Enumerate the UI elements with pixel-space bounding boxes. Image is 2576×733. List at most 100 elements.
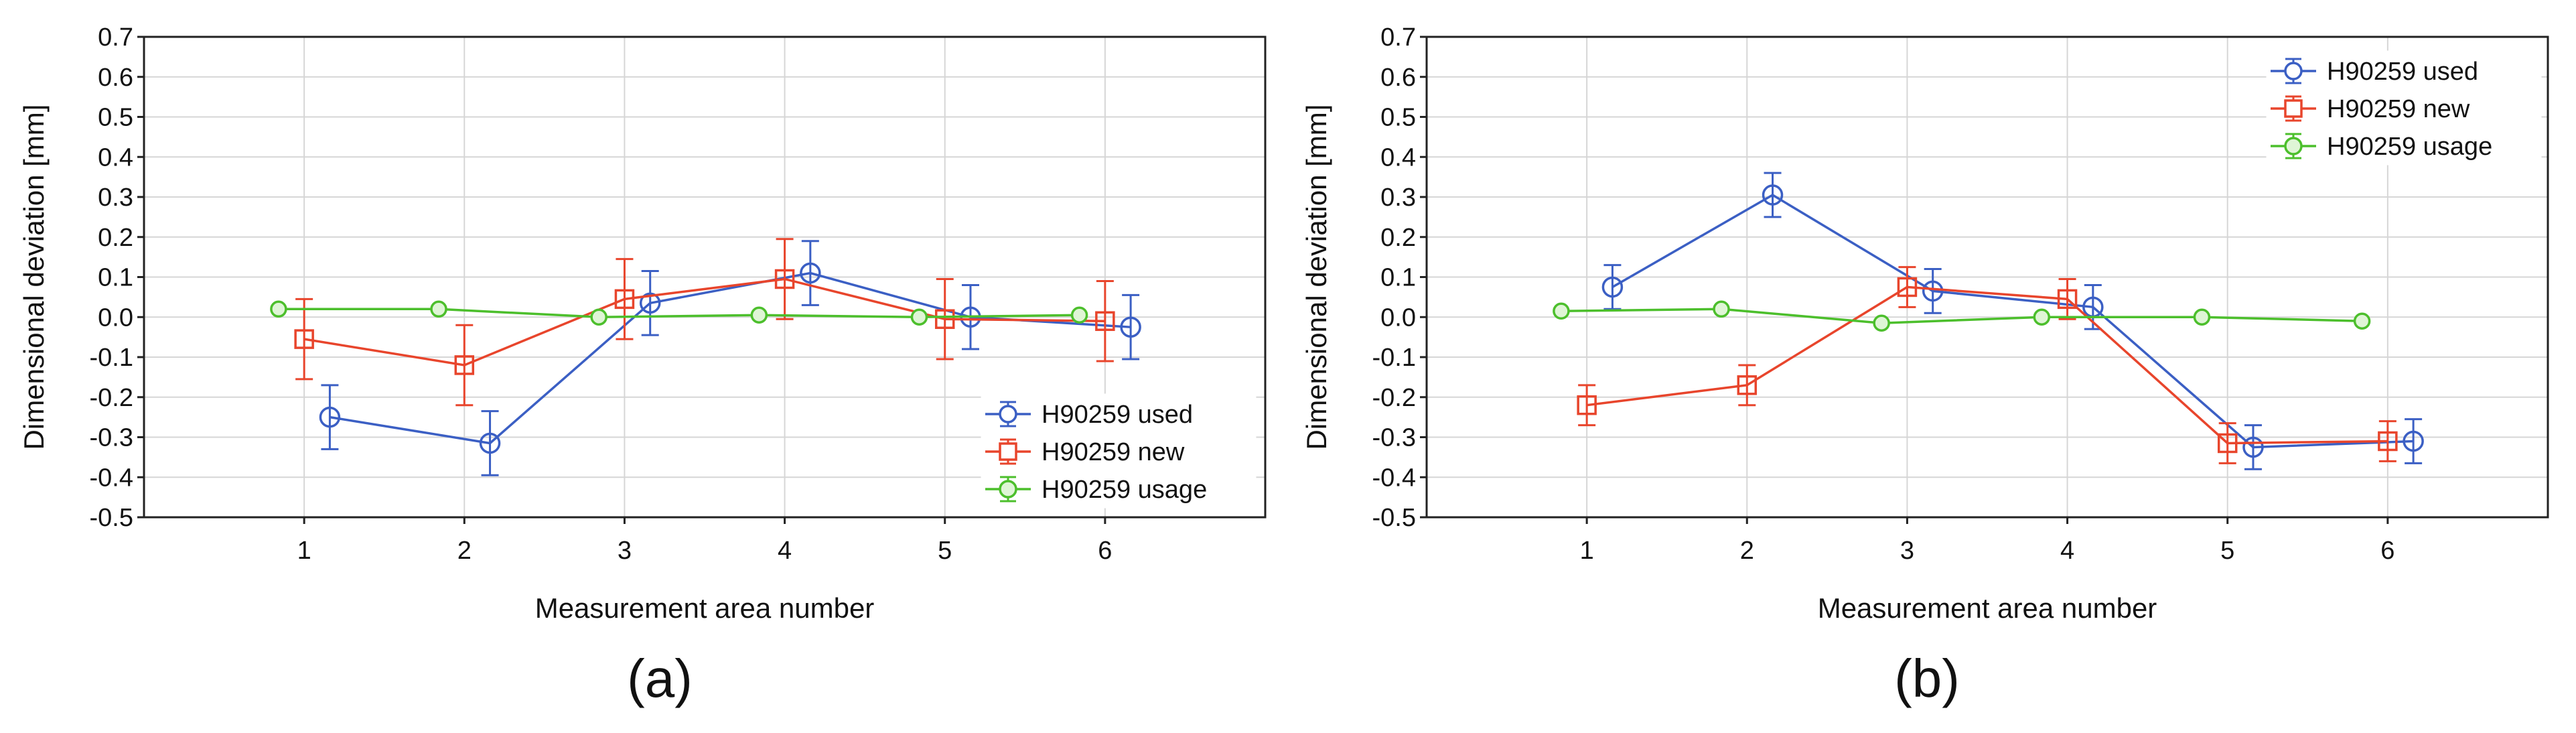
- y-tick-label: 0.0: [98, 304, 133, 332]
- y-tick-label: 0.5: [98, 104, 133, 132]
- y-tick-label: -0.1: [90, 344, 133, 372]
- data-point: [479, 432, 501, 454]
- y-tick-label: 0.7: [1380, 23, 1416, 52]
- data-point: [1897, 277, 1918, 297]
- data-point: [294, 329, 314, 349]
- y-tick-label: 0.1: [1380, 264, 1416, 292]
- series-line: [278, 308, 1080, 319]
- x-axis-title: Measurement area number: [535, 592, 875, 624]
- data-point: [1762, 184, 1784, 206]
- data-point: [2353, 312, 2371, 330]
- series-h90259-usage: [1553, 300, 2371, 332]
- series-line: [1612, 193, 2414, 449]
- y-tick-label: 0.6: [1380, 64, 1416, 92]
- x-tick-label: 6: [2380, 537, 2394, 565]
- y-tick-label: -0.5: [1372, 504, 1416, 532]
- data-point: [454, 355, 475, 375]
- data-point: [1070, 306, 1088, 324]
- data-point: [2242, 436, 2264, 458]
- legend-label: H90259 used: [1042, 401, 1193, 429]
- data-point: [2193, 308, 2211, 326]
- data-point: [319, 406, 341, 428]
- y-tick-label: 0.2: [98, 224, 133, 252]
- chart-panel-a: -0.5 -0.4 -0.3 -0.2 -0.1 0.0 0.1 0.2 0.3 0.4 0.5 0.…: [18, 23, 1267, 708]
- data-point: [910, 308, 928, 326]
- legend-marker: [999, 442, 1017, 461]
- data-point: [2057, 289, 2078, 310]
- data-point: [614, 289, 635, 310]
- y-tick-label: 0.3: [98, 184, 133, 212]
- x-tick-label: 1: [1580, 537, 1594, 565]
- x-tick-label: 2: [457, 537, 472, 565]
- x-tick-label: 2: [1740, 537, 1754, 565]
- series-line: [1586, 285, 2388, 445]
- legend-label: H90259 usage: [2327, 133, 2492, 161]
- legend-marker: [2284, 137, 2303, 155]
- data-point: [1922, 280, 1944, 302]
- y-tick-label: 0.2: [1380, 224, 1416, 252]
- y-tick-label: -0.2: [1372, 384, 1416, 412]
- y-tick-label: -0.4: [90, 464, 133, 492]
- legend-label: H90259 new: [1042, 438, 1185, 466]
- y-tick-label: -0.4: [1372, 464, 1416, 492]
- y-tick-label: 0.1: [98, 264, 133, 292]
- data-point: [800, 262, 821, 284]
- y-axis-title: Dimensional deviation [mm]: [18, 105, 50, 450]
- data-point: [270, 300, 287, 318]
- series-line: [1561, 308, 2362, 324]
- data-point: [639, 292, 661, 314]
- y-tick-label: 0.7: [98, 23, 133, 52]
- y-tick-label: 0.5: [1380, 104, 1416, 132]
- chart-panel-b: -0.5 -0.4 -0.3 -0.2 -0.1 0.0 0.1 0.2 0.3 0.4 0.5 0.…: [1301, 23, 2549, 708]
- legend-marker: [999, 405, 1017, 423]
- y-tick-label: 0.4: [98, 143, 133, 172]
- series-h90259-usage: [270, 300, 1088, 326]
- data-point: [1873, 314, 1890, 332]
- x-tick-label: 3: [1900, 537, 1914, 565]
- x-tick-label: 4: [2060, 537, 2074, 565]
- data-point: [1120, 316, 1141, 338]
- legend: H90259 used H90259 new H90259 usage: [981, 393, 1257, 509]
- y-tick-label: -0.2: [90, 384, 133, 412]
- data-point: [1601, 276, 1624, 298]
- legend-marker: [2284, 99, 2303, 118]
- x-tick-label: 6: [1098, 537, 1112, 565]
- legend-marker: [999, 480, 1017, 498]
- legend-label: H90259 new: [2327, 95, 2470, 123]
- panel-label: (a): [627, 649, 693, 708]
- data-point: [1553, 302, 1570, 320]
- legend-label: H90259 used: [2327, 58, 2478, 86]
- series-h90259-new: [1577, 266, 2398, 464]
- x-tick-label: 5: [938, 537, 952, 565]
- x-tick-label: 4: [778, 537, 792, 565]
- legend-label: H90259 usage: [1042, 476, 1207, 504]
- legend-marker: [2284, 62, 2303, 80]
- data-point: [934, 309, 955, 329]
- x-tick-label: 5: [2220, 537, 2234, 565]
- y-tick-label: 0.3: [1380, 184, 1416, 212]
- y-tick-label: 0.0: [1380, 304, 1416, 332]
- data-point: [2217, 433, 2238, 454]
- x-tick-label: 1: [297, 537, 311, 565]
- x-tick-label: 3: [618, 537, 632, 565]
- data-point: [430, 300, 447, 318]
- data-point: [2378, 431, 2398, 452]
- legend: H90259 used H90259 new H90259 usage: [2266, 50, 2542, 165]
- x-axis-title: Measurement area number: [1818, 592, 2157, 624]
- data-point: [2403, 430, 2424, 452]
- data-point: [1737, 375, 1758, 395]
- series-h90259-used: [1601, 172, 2424, 470]
- data-point: [2033, 308, 2051, 326]
- series-h90259-new: [294, 238, 1115, 407]
- data-point: [750, 306, 768, 324]
- data-point: [590, 308, 607, 326]
- y-tick-label: -0.1: [1372, 344, 1416, 372]
- data-point: [1577, 395, 1597, 415]
- y-tick-label: -0.5: [90, 504, 133, 532]
- data-point: [1713, 300, 1730, 318]
- series-line: [303, 277, 1105, 366]
- y-tick-label: 0.4: [1380, 143, 1416, 172]
- y-tick-label: -0.3: [90, 424, 133, 452]
- y-tick-label: -0.3: [1372, 424, 1416, 452]
